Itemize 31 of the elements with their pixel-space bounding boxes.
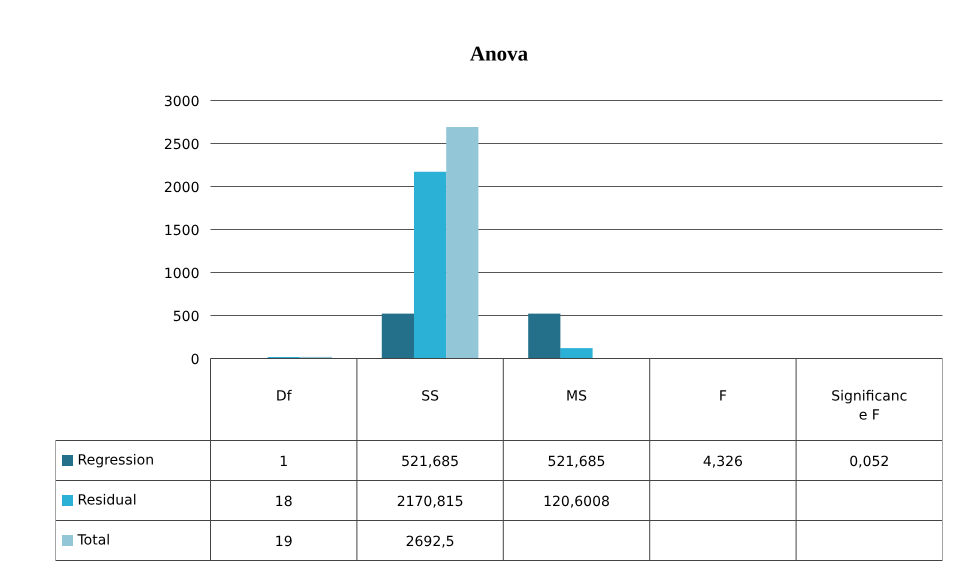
y-tick-label: 2000 bbox=[164, 180, 200, 196]
y-tick-label: 1000 bbox=[164, 266, 200, 282]
bar bbox=[414, 172, 446, 358]
x-tick-label: SS bbox=[421, 388, 440, 404]
data-label: 120,6008 bbox=[543, 494, 610, 510]
legend-label: Residual bbox=[78, 492, 137, 508]
data-label: 18 bbox=[274, 494, 293, 510]
data-label: 2170,815 bbox=[396, 494, 464, 510]
x-tick-label: Df bbox=[276, 388, 293, 404]
x-tick-label: MS bbox=[566, 388, 588, 404]
bar bbox=[528, 314, 560, 358]
chart-title: Anova bbox=[470, 42, 529, 66]
bar bbox=[560, 348, 593, 358]
x-tick-label: Significance F bbox=[831, 388, 908, 424]
y-tick-label: 0 bbox=[190, 352, 200, 368]
y-tick-label: 2500 bbox=[164, 137, 200, 153]
x-tick-label: F bbox=[718, 388, 727, 404]
data-label: 4,326 bbox=[702, 454, 744, 470]
data-label: 1 bbox=[279, 454, 288, 470]
bar bbox=[382, 314, 414, 358]
data-label: 0,052 bbox=[849, 454, 890, 470]
data-label: 19 bbox=[274, 534, 293, 550]
y-tick-label: 3000 bbox=[164, 94, 200, 110]
legend-label: Regression bbox=[78, 452, 154, 468]
y-tick-label: 500 bbox=[172, 309, 200, 325]
legend-label: Total bbox=[76, 532, 110, 548]
data-label: 521,685 bbox=[401, 454, 460, 470]
bar bbox=[446, 126, 478, 358]
data-label: 2692,5 bbox=[406, 534, 455, 550]
data-label: 521,685 bbox=[548, 454, 606, 470]
y-tick-label: 1500 bbox=[164, 223, 200, 239]
